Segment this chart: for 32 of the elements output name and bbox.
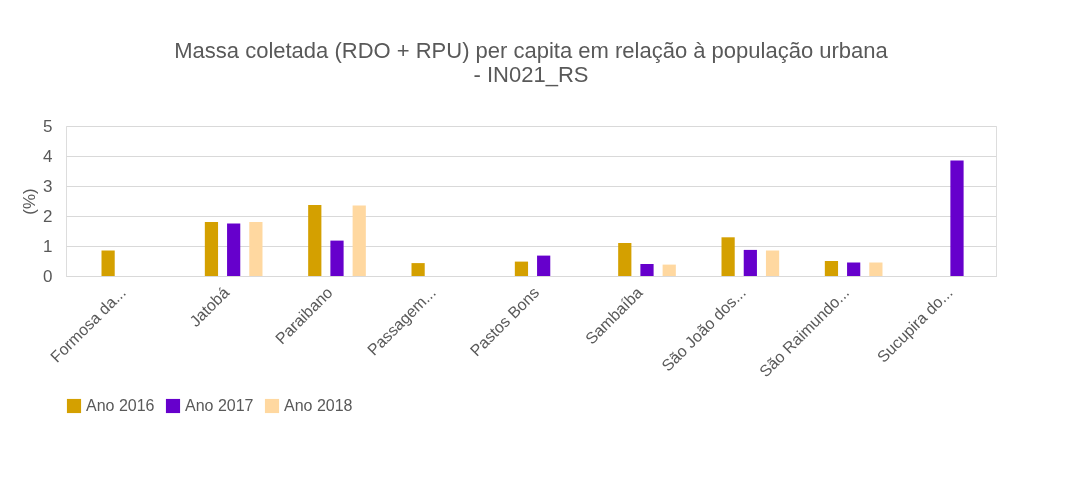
bar bbox=[765, 250, 780, 276]
y-tick-label: 2 bbox=[43, 206, 53, 226]
bar bbox=[308, 204, 322, 276]
legend-label: Ano 2017 bbox=[185, 397, 254, 414]
y-tick-label: 1 bbox=[43, 236, 53, 256]
bar bbox=[721, 237, 735, 276]
bar bbox=[204, 222, 219, 276]
text: Massa coletada (RDO + RPU) per capita em relação à população urbana bbox=[174, 38, 888, 63]
legend-label: Ano 2018 bbox=[284, 397, 353, 414]
bar bbox=[743, 249, 757, 276]
bar bbox=[514, 261, 529, 276]
bar bbox=[950, 160, 964, 276]
bar bbox=[869, 262, 883, 276]
bar bbox=[352, 205, 366, 276]
y-tick-label: 4 bbox=[43, 146, 53, 166]
text: - IN021_RS bbox=[473, 62, 589, 87]
bar bbox=[330, 240, 344, 276]
bar bbox=[618, 243, 632, 276]
y-tick-label: 3 bbox=[43, 176, 53, 196]
y-tick-label: 5 bbox=[43, 116, 53, 136]
bar bbox=[249, 222, 263, 276]
bar bbox=[101, 250, 115, 276]
bar bbox=[847, 262, 861, 276]
bar bbox=[537, 255, 551, 276]
legend-label: Ano 2016 bbox=[86, 397, 155, 414]
bar bbox=[411, 263, 425, 276]
bar bbox=[227, 223, 241, 276]
y-tick-label: 0 bbox=[43, 266, 53, 286]
y-axis-title: (%) bbox=[20, 188, 40, 215]
bar bbox=[824, 261, 839, 276]
bar bbox=[640, 264, 654, 276]
bar bbox=[662, 264, 676, 276]
